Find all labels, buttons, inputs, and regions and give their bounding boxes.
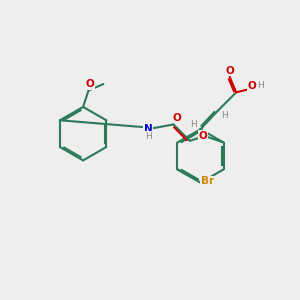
Text: O: O <box>248 81 256 91</box>
Text: Br: Br <box>200 176 214 186</box>
Text: H: H <box>257 81 264 90</box>
Text: H: H <box>190 120 197 129</box>
Text: O: O <box>225 66 234 76</box>
Text: O: O <box>199 131 207 141</box>
Text: N: N <box>144 124 153 134</box>
Text: H: H <box>145 131 152 140</box>
Text: H: H <box>221 111 228 120</box>
Text: O: O <box>85 79 94 89</box>
Text: O: O <box>173 113 182 123</box>
